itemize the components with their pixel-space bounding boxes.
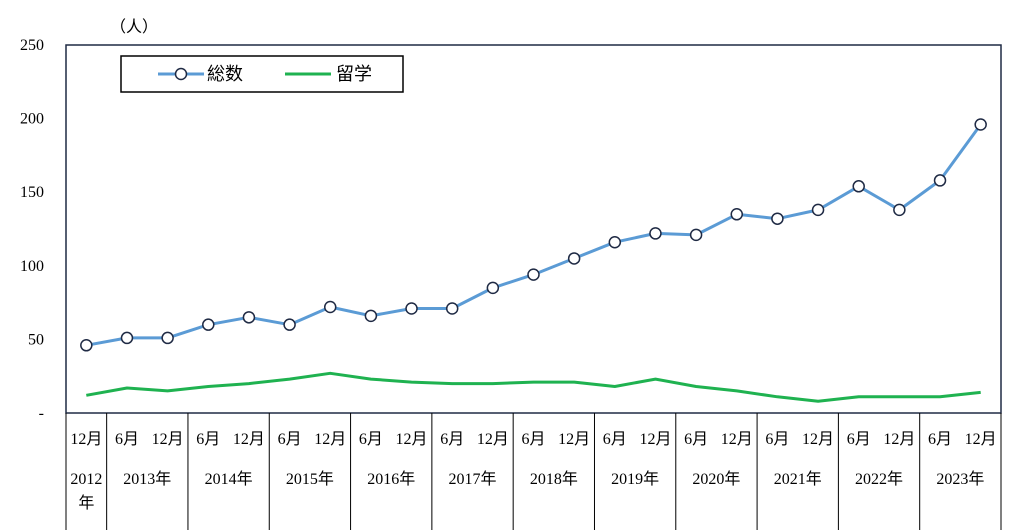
data-point-total (974, 118, 987, 131)
x-month-label: 6月 (359, 431, 383, 448)
y-tick-label: 50 (28, 331, 44, 348)
x-month-label: 12月 (558, 431, 590, 448)
data-point-total (730, 208, 744, 221)
x-month-label: 6月 (847, 431, 871, 448)
data-point-total (323, 300, 337, 314)
data-point-total (405, 302, 418, 315)
data-point-total (893, 203, 906, 217)
data-point-total (852, 180, 865, 193)
legend-marker-total (174, 67, 188, 81)
data-point-total (527, 268, 540, 281)
x-month-label: 6月 (928, 431, 952, 448)
x-month-label: 12月 (802, 431, 834, 448)
y-axis-ticks: 250 200 150 100 50 - (20, 37, 44, 422)
y-unit-label: （人） (110, 17, 158, 36)
x-year-label: 2016年 (367, 470, 415, 488)
data-point-total (608, 235, 622, 249)
data-point-total (567, 252, 581, 265)
data-point-total (364, 309, 378, 323)
x-year-label: 2015年 (286, 470, 334, 488)
x-year-label: 2013年 (123, 470, 171, 488)
x-year-label: 2019年 (611, 470, 659, 488)
data-point-total (80, 339, 93, 352)
x-month-label: 12月 (152, 431, 184, 448)
x-month-label: 12月 (883, 431, 915, 448)
legend-label-total: 総数 (207, 64, 243, 85)
x-month-label: 6月 (115, 431, 139, 448)
x-month-label: 12月 (721, 431, 753, 448)
data-point-total (689, 228, 703, 242)
x-year-label: 2022年 (855, 470, 903, 488)
x-month-label: 12月 (233, 431, 265, 448)
data-point-total (811, 203, 825, 217)
data-point-total (933, 174, 947, 187)
x-month-label: 12月 (639, 431, 671, 448)
x-year-label: 2021年 (774, 470, 822, 488)
data-point-total (486, 281, 500, 295)
x-month-label: 12月 (965, 431, 997, 448)
x-month-label: 12月 (70, 431, 102, 448)
data-point-total (161, 331, 174, 345)
data-point-total (283, 318, 296, 331)
x-year-label: 2023年 (936, 470, 984, 488)
x-month-label: 12月 (314, 431, 346, 448)
y-tick-label: 200 (20, 111, 44, 128)
plot-frame (65, 44, 1002, 414)
x-month-label: 12月 (396, 431, 428, 448)
x-year-label-suffix: 年 (78, 494, 94, 512)
data-point-total (649, 227, 662, 240)
data-point-total (771, 212, 784, 225)
legend: 総数 留学 (120, 55, 404, 93)
legend-label-study: 留学 (336, 64, 372, 85)
x-axis: 12月 6月 12月 6月 12月 6月 12月 6月 12月 6月 12月 6月 12月 6月 12月 6月… (65, 413, 1002, 530)
x-month-label: 6月 (440, 431, 464, 448)
x-month-label: 6月 (765, 431, 789, 448)
x-year-label: 2012 (70, 471, 102, 488)
x-month-label: 6月 (196, 431, 220, 448)
x-year-label: 2014年 (205, 470, 253, 488)
series-line-total (86, 123, 982, 347)
y-tick-label: 100 (20, 258, 44, 275)
series-layer (80, 118, 987, 403)
y-tick-label: - (39, 405, 44, 422)
series-line-study (86, 371, 981, 403)
x-year-label: 2018年 (530, 470, 578, 488)
x-month-label: 6月 (684, 431, 708, 448)
x-month-label: 12月 (477, 431, 509, 448)
data-point-total (242, 311, 256, 324)
y-tick-label: 150 (20, 184, 44, 201)
x-month-label: 6月 (521, 431, 545, 448)
x-year-label: 2020年 (692, 470, 740, 488)
x-month-label: 6月 (603, 431, 627, 448)
x-year-label: 2017年 (449, 470, 497, 488)
x-month-label: 6月 (278, 431, 302, 448)
data-point-total (120, 331, 134, 345)
y-tick-label: 250 (20, 37, 44, 54)
data-point-total (202, 318, 215, 331)
data-point-total (445, 302, 459, 315)
